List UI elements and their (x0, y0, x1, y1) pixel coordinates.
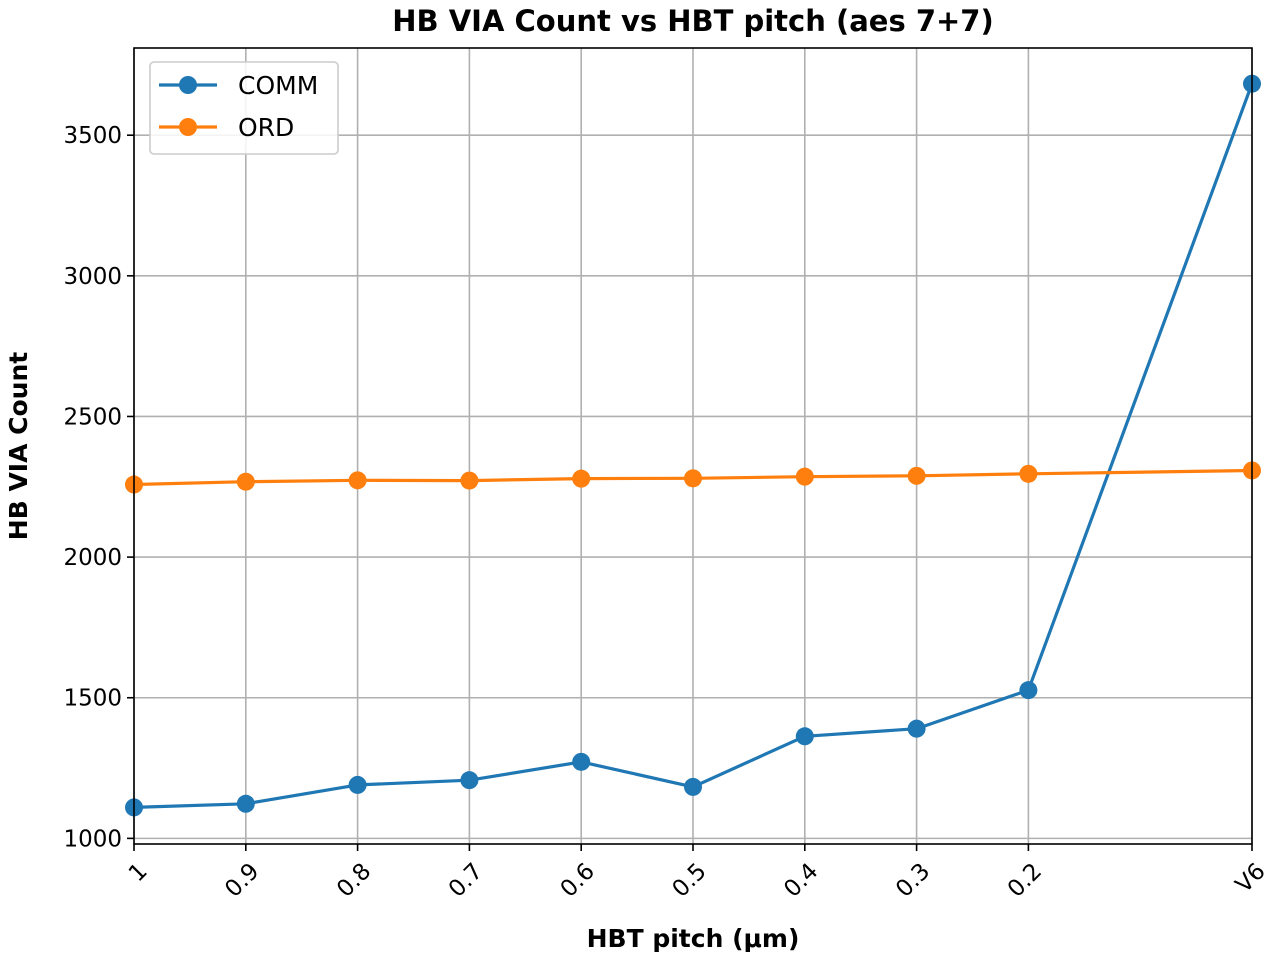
data-point-comm (236, 794, 255, 813)
series-layer (125, 74, 1261, 817)
x-tick-label: 0.2 (1003, 858, 1047, 902)
data-point-ord (348, 471, 367, 490)
data-point-ord (795, 467, 814, 486)
legend-label-comm: COMM (238, 71, 318, 100)
y-tick-label: 3500 (63, 123, 122, 149)
x-tick-label: 0.7 (444, 858, 488, 902)
x-tick-label: 0.9 (220, 858, 264, 902)
x-tick-label: 0.8 (332, 858, 376, 902)
legend: COMM ORD (149, 61, 339, 155)
y-tick-label: 1500 (63, 686, 122, 712)
y-axis-label: HB VIA Count (4, 352, 33, 541)
grid (133, 48, 1253, 844)
x-tick-label: V6 (1231, 858, 1271, 898)
x-tick-label: 0.5 (667, 858, 711, 902)
y-axis-ticks: 1000 1500 2000 2500 3000 3500 (63, 123, 134, 852)
x-tick-label: 0.4 (779, 858, 823, 902)
data-point-comm (572, 752, 591, 771)
x-axis-label: HBT pitch (μm) (587, 924, 800, 953)
y-tick-label: 3000 (63, 264, 122, 290)
x-tick-label: 0.3 (891, 858, 935, 902)
data-point-comm (795, 727, 814, 746)
x-tick-label: 0.6 (556, 858, 600, 902)
legend-label-ord: ORD (238, 113, 294, 142)
data-point-comm (907, 719, 926, 738)
series-line-comm (133, 83, 1254, 809)
data-point-comm (1019, 681, 1038, 700)
y-tick-label: 2000 (63, 545, 122, 571)
data-point-ord (460, 471, 479, 490)
data-point-ord (1019, 464, 1038, 483)
x-tick-label: 1 (124, 858, 153, 887)
data-point-comm (684, 777, 702, 796)
chart-title: HB VIA Count vs HBT pitch (aes 7+7) (392, 4, 993, 38)
x-axis-ticks: 1 0.9 0.8 0.7 0.6 0.5 0.4 0.3 0.2 V6 (124, 844, 1271, 903)
data-point-ord (684, 469, 702, 488)
legend-marker-ord (179, 118, 197, 136)
data-point-comm (460, 771, 479, 790)
y-tick-label: 1000 (63, 826, 122, 852)
data-point-ord (572, 469, 591, 488)
data-point-comm (348, 775, 367, 794)
y-tick-label: 2500 (63, 404, 122, 430)
data-point-ord (907, 466, 926, 485)
data-point-ord (236, 472, 255, 491)
series-line-ord (133, 468, 1253, 487)
legend-marker-comm (179, 76, 197, 94)
